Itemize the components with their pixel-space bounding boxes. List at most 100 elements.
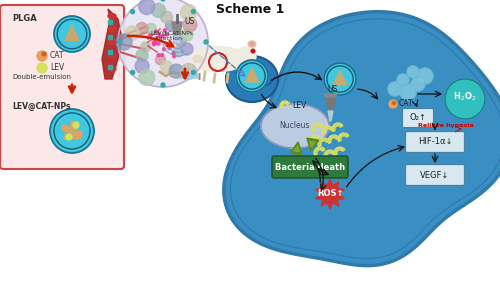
Circle shape (445, 79, 485, 119)
Text: PLGA: PLGA (12, 14, 37, 23)
Circle shape (118, 40, 122, 44)
Wedge shape (322, 126, 333, 135)
Polygon shape (326, 97, 335, 111)
Circle shape (156, 55, 166, 65)
Circle shape (183, 18, 197, 32)
Circle shape (116, 34, 132, 50)
Circle shape (161, 83, 165, 87)
Circle shape (162, 48, 166, 51)
Text: CAT: CAT (50, 51, 64, 61)
Circle shape (168, 47, 171, 50)
Wedge shape (324, 150, 335, 158)
Text: Relieve hypoxia: Relieve hypoxia (418, 123, 474, 128)
Ellipse shape (108, 66, 116, 71)
Circle shape (170, 64, 183, 78)
Circle shape (161, 0, 165, 1)
Polygon shape (65, 25, 79, 40)
FancyBboxPatch shape (406, 165, 464, 186)
Circle shape (165, 42, 168, 45)
Circle shape (172, 52, 175, 55)
Circle shape (154, 41, 157, 44)
Polygon shape (246, 68, 258, 82)
Polygon shape (294, 146, 300, 152)
Text: injection: injection (155, 36, 182, 41)
Circle shape (146, 24, 156, 34)
Circle shape (118, 0, 208, 87)
Circle shape (152, 43, 156, 46)
Circle shape (126, 26, 140, 40)
Circle shape (176, 37, 186, 47)
Polygon shape (172, 22, 182, 36)
Text: LEV@CAT-NPs: LEV@CAT-NPs (12, 102, 70, 111)
Text: Nucleus: Nucleus (280, 121, 310, 131)
Circle shape (181, 29, 193, 41)
Circle shape (180, 4, 196, 21)
Circle shape (400, 84, 416, 100)
FancyBboxPatch shape (406, 131, 464, 153)
Circle shape (160, 61, 172, 73)
Circle shape (130, 10, 134, 14)
Wedge shape (328, 135, 339, 143)
Text: ROS↑: ROS↑ (317, 190, 343, 198)
Wedge shape (314, 147, 325, 156)
Circle shape (139, 69, 155, 86)
Text: LEV: LEV (292, 101, 306, 111)
Circle shape (157, 54, 160, 57)
Wedge shape (334, 147, 345, 156)
Text: VEGF↓: VEGF↓ (420, 171, 450, 180)
Circle shape (152, 42, 155, 45)
FancyBboxPatch shape (402, 108, 434, 128)
Circle shape (192, 10, 196, 14)
Polygon shape (174, 36, 180, 43)
Circle shape (159, 35, 162, 38)
Circle shape (54, 16, 90, 52)
Ellipse shape (193, 56, 203, 63)
Polygon shape (328, 111, 333, 121)
Circle shape (166, 33, 168, 36)
Circle shape (417, 68, 433, 84)
Circle shape (148, 34, 152, 37)
Ellipse shape (236, 47, 256, 65)
Circle shape (50, 109, 94, 153)
Polygon shape (307, 138, 319, 151)
FancyBboxPatch shape (272, 156, 348, 178)
Circle shape (161, 34, 164, 38)
Ellipse shape (248, 41, 256, 47)
Circle shape (139, 0, 155, 14)
Text: H$_2$O$_2$: H$_2$O$_2$ (454, 91, 476, 103)
FancyBboxPatch shape (0, 5, 124, 169)
Polygon shape (310, 141, 315, 147)
Ellipse shape (108, 54, 116, 59)
Ellipse shape (108, 26, 116, 31)
Text: HIF-1α↓: HIF-1α↓ (418, 138, 452, 146)
Circle shape (388, 82, 402, 96)
Text: US: US (184, 16, 194, 26)
Circle shape (236, 60, 268, 92)
Polygon shape (334, 71, 346, 85)
Ellipse shape (226, 56, 278, 102)
Polygon shape (324, 94, 337, 97)
Circle shape (204, 40, 208, 44)
Circle shape (164, 29, 166, 32)
Text: Scheme 1: Scheme 1 (216, 3, 284, 16)
Circle shape (136, 49, 148, 61)
Circle shape (192, 70, 196, 74)
Circle shape (37, 63, 47, 73)
Circle shape (136, 22, 148, 34)
Circle shape (251, 49, 255, 53)
Ellipse shape (108, 39, 116, 44)
Ellipse shape (189, 46, 247, 71)
Circle shape (130, 70, 134, 74)
Circle shape (152, 3, 166, 17)
Circle shape (42, 52, 46, 56)
Circle shape (397, 74, 409, 86)
Circle shape (166, 21, 175, 31)
Ellipse shape (108, 14, 116, 19)
Polygon shape (64, 120, 80, 139)
Circle shape (407, 66, 419, 78)
Circle shape (181, 43, 193, 55)
Polygon shape (108, 20, 112, 24)
Wedge shape (338, 133, 349, 141)
Text: O₂↑: O₂↑ (410, 113, 426, 123)
Circle shape (157, 42, 160, 45)
